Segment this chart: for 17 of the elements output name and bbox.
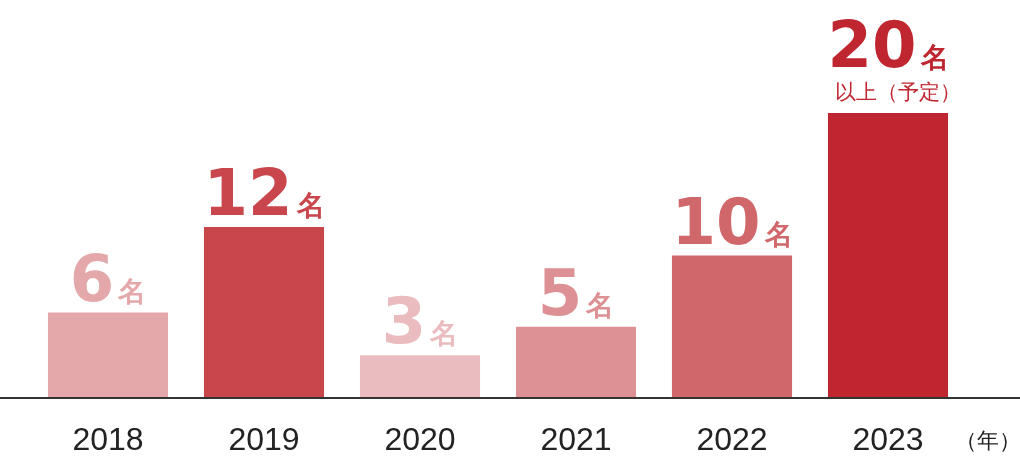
x-tick-label: 2019: [228, 421, 300, 457]
bar: [671, 255, 793, 398]
data-label: 10名: [671, 184, 793, 259]
x-tick-label: 2021: [540, 421, 612, 457]
data-label: 6名: [69, 241, 147, 316]
bar: [47, 312, 169, 398]
x-tick-label: 2023: [852, 421, 924, 457]
x-axis-title: （年）: [955, 428, 1020, 453]
bar: [359, 355, 481, 398]
annotation: 以上（予定）: [835, 80, 961, 104]
bar: [515, 326, 637, 398]
x-tick-label: 2018: [72, 421, 144, 457]
x-tick-label: 2020: [384, 421, 456, 457]
x-tick-label: 2022: [696, 421, 768, 457]
bar: [203, 227, 325, 398]
data-label: 20名: [827, 8, 949, 82]
bar: [827, 113, 949, 398]
